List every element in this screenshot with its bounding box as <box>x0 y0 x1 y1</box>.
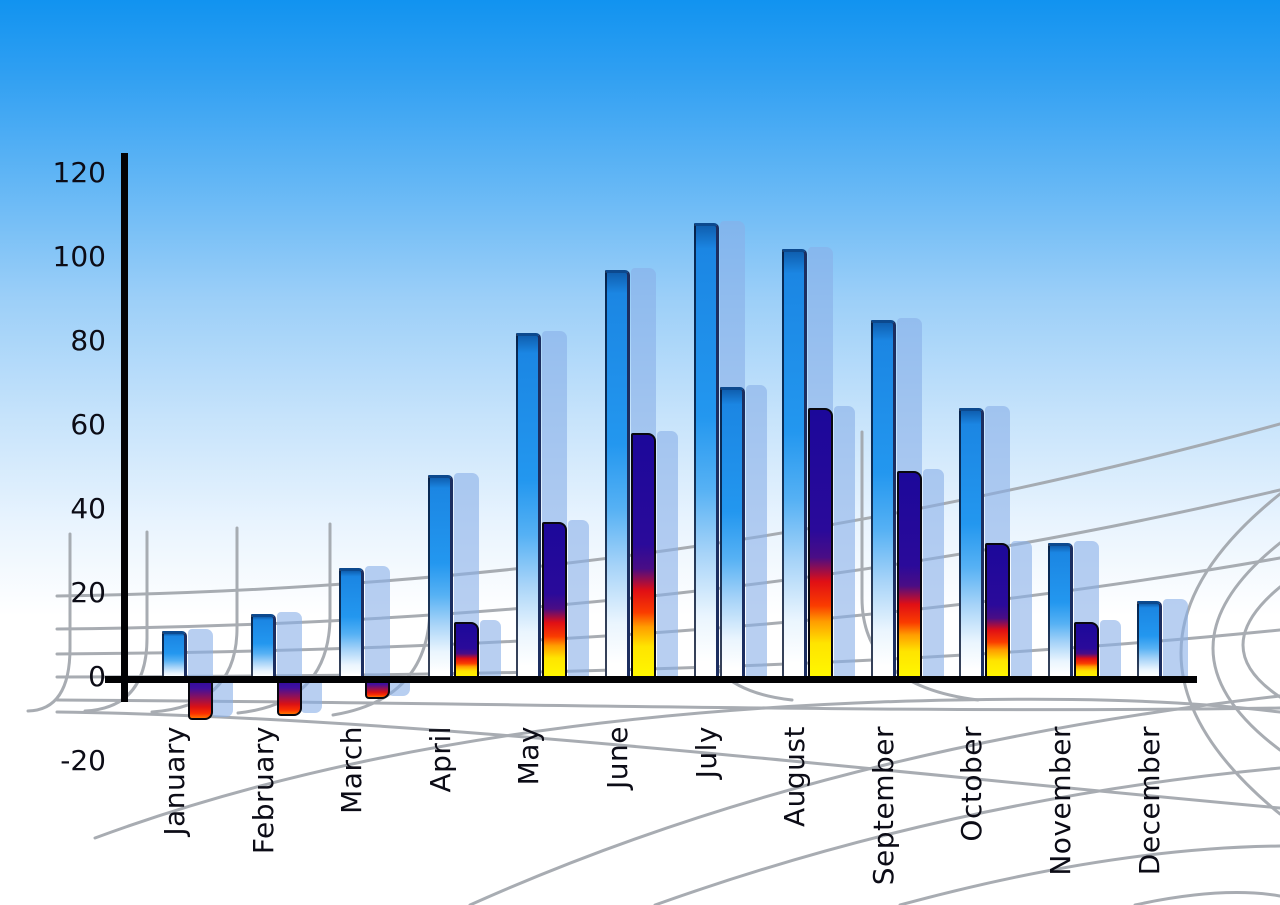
month-label-january: January <box>158 726 191 836</box>
grid-bottom-arc <box>1133 891 1280 905</box>
bar-november-main <box>1048 542 1073 680</box>
bar-september-secondary-echo <box>922 469 944 677</box>
x-axis-baseline <box>105 676 1197 683</box>
bar-may-secondary <box>542 521 568 680</box>
month-label-september: September <box>866 726 900 886</box>
bar-april-secondary-echo <box>479 620 501 677</box>
bar-february-secondary-echo <box>300 681 322 713</box>
bar-october-secondary <box>985 542 1011 680</box>
bar-june-secondary-echo <box>657 431 678 677</box>
bar-october-main <box>959 408 985 680</box>
bar-february-main <box>250 614 276 680</box>
bar-may-main <box>516 332 542 680</box>
bar-november-secondary-echo <box>1100 620 1121 677</box>
grid-left-arc <box>26 532 72 713</box>
grid-left-arc <box>83 530 149 713</box>
bar-july-secondary-echo <box>745 385 767 677</box>
bar-march-main <box>339 567 365 680</box>
bar-march-secondary-echo <box>389 681 411 696</box>
grid-bottom-arc <box>468 694 1280 905</box>
bar-august-secondary-echo <box>834 406 856 677</box>
y-tick-label--20: -20 <box>60 744 106 777</box>
bar-february-echo <box>276 612 302 677</box>
month-label-may: May <box>512 726 546 786</box>
month-label-june: June <box>601 726 634 789</box>
y-axis-line <box>121 153 128 702</box>
bar-may-secondary-echo <box>568 519 590 677</box>
month-label-february: February <box>246 726 280 855</box>
month-label-april: April <box>423 726 457 793</box>
y-tick-label-60: 60 <box>70 408 106 441</box>
bar-november-secondary <box>1074 622 1099 680</box>
y-tick-label-0: 0 <box>88 660 106 693</box>
month-label-december: December <box>1132 726 1166 876</box>
bar-march-echo <box>365 565 391 677</box>
grid-bottom-arc <box>898 844 1280 905</box>
bar-june-main <box>605 269 630 680</box>
bar-august-main <box>782 248 808 680</box>
month-label-october: October <box>955 726 989 842</box>
bar-april-main <box>427 475 453 680</box>
bar-december-main <box>1136 601 1162 680</box>
bar-september-main <box>870 320 896 680</box>
bar-march-secondary <box>365 681 391 699</box>
bar-august-secondary <box>808 408 834 680</box>
y-tick-label-100: 100 <box>52 240 106 273</box>
month-label-july: July <box>689 726 723 779</box>
grid-right-arc <box>1211 541 1280 752</box>
grid-row <box>55 710 1280 810</box>
month-label-august: August <box>778 726 812 827</box>
bar-april-secondary <box>453 622 479 680</box>
bar-september-secondary <box>896 471 922 680</box>
bar-october-secondary-echo <box>1011 540 1033 677</box>
grid-row <box>55 698 1280 712</box>
y-tick-label-20: 20 <box>70 576 106 609</box>
bar-january-echo <box>188 628 213 677</box>
y-tick-label-40: 40 <box>70 492 106 525</box>
month-label-november: November <box>1044 726 1077 876</box>
grid-row <box>93 697 1280 840</box>
y-tick-label-80: 80 <box>70 324 106 357</box>
grid-right-arc <box>1179 492 1280 816</box>
month-label-march: March <box>335 726 369 814</box>
bar-december-echo <box>1162 599 1188 677</box>
bar-february-secondary <box>276 681 302 716</box>
grid-right-arc <box>1241 585 1280 699</box>
grid-bottom-arc <box>653 766 1280 905</box>
bar-july-main <box>693 223 719 680</box>
bar-july-secondary <box>719 387 745 680</box>
bar-january-secondary-echo <box>212 681 233 717</box>
bar-january-secondary <box>188 681 213 720</box>
bar-january-main <box>162 630 187 680</box>
y-tick-label-120: 120 <box>52 156 106 189</box>
bar-june-secondary <box>631 433 656 680</box>
